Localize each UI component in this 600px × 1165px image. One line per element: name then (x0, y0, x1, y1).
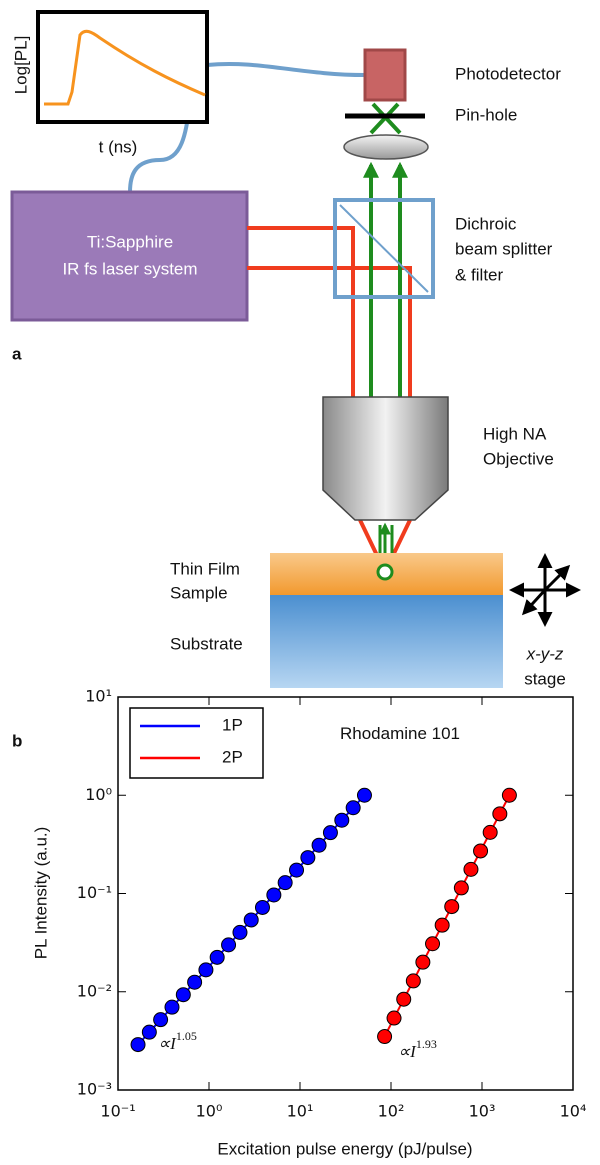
annotation-exponent: 1.05 (176, 1029, 197, 1043)
substrate (270, 595, 503, 688)
y-axis-title: PL Intensity (a.u.) (31, 827, 50, 960)
y-tick-label: 10¹ (85, 687, 112, 706)
data-point (290, 863, 304, 877)
page: Log[PL] t (ns) Ti:Sapphire IR fs laser s… (0, 0, 600, 1165)
data-point (301, 851, 315, 865)
data-point (435, 918, 449, 932)
focus-spot (378, 565, 392, 579)
data-point (210, 950, 224, 964)
data-point (176, 988, 190, 1002)
label: Pin-hole (455, 105, 517, 124)
data-point (222, 938, 236, 952)
data-point (323, 826, 337, 840)
excitation-beam (247, 228, 353, 397)
inset-ylabel: Log[PL] (11, 36, 30, 95)
annotation-text: ∝I (158, 1034, 177, 1053)
data-point (346, 801, 360, 815)
annotation-text: Rhodamine 101 (340, 724, 460, 743)
legend-label: 1P (222, 715, 243, 734)
x-tick-label: 10⁻¹ (100, 1102, 135, 1121)
data-point (199, 963, 213, 977)
annotation-text: ∝I (398, 1042, 417, 1061)
data-point (255, 900, 269, 914)
label: High NA (483, 424, 547, 443)
y-tick-label: 10⁻¹ (77, 883, 112, 902)
annotation-exponent: 1.93 (416, 1037, 437, 1051)
legend-box (130, 708, 263, 778)
data-point (312, 838, 326, 852)
data-point (464, 862, 478, 876)
figure: Log[PL] t (ns) Ti:Sapphire IR fs laser s… (0, 0, 600, 1165)
panel-label: b (12, 731, 22, 750)
data-point (502, 788, 516, 802)
data-point (493, 807, 507, 821)
annotation: ∝I1.05 (158, 1029, 197, 1053)
data-point (483, 825, 497, 839)
x-tick-label: 10² (378, 1102, 405, 1121)
photodetector (365, 50, 405, 100)
laser-label: IR fs laser system (62, 259, 197, 278)
annotation: Rhodamine 101 (340, 724, 460, 743)
data-point (165, 1000, 179, 1014)
label: Objective (483, 449, 554, 468)
label: Thin Film (170, 559, 240, 578)
label: & filter (455, 265, 504, 284)
data-point (131, 1038, 145, 1052)
label: beam splitter (455, 239, 553, 258)
x-tick-label: 10⁰ (196, 1102, 223, 1121)
data-point (454, 881, 468, 895)
label: stage (524, 669, 566, 688)
x-axis-title: Excitation pulse energy (pJ/pulse) (217, 1139, 472, 1158)
label: x-y-z (526, 644, 564, 663)
data-point (142, 1025, 156, 1039)
lens (344, 135, 428, 159)
data-point (233, 925, 247, 939)
label: Photodetector (455, 64, 561, 83)
label: Substrate (170, 634, 243, 653)
data-point (154, 1013, 168, 1027)
x-tick-label: 10¹ (287, 1102, 314, 1121)
x-tick-label: 10³ (469, 1102, 496, 1121)
annotation: ∝I1.93 (398, 1037, 437, 1061)
diagram: Log[PL] t (ns) Ti:Sapphire IR fs laser s… (11, 12, 578, 750)
data-point (387, 1011, 401, 1025)
inset-xlabel: t (ns) (99, 137, 138, 156)
data-point (244, 913, 258, 927)
data-point (426, 937, 440, 951)
data-point (335, 813, 349, 827)
y-tick-label: 10⁻² (77, 981, 112, 1000)
y-tick-label: 10⁰ (85, 785, 112, 804)
legend: 1P 2P (130, 708, 263, 778)
chart: Excitation pulse energy (pJ/pulse) PL In… (31, 687, 586, 1159)
panel-label: a (12, 344, 22, 363)
objective (323, 397, 448, 520)
cable (207, 64, 365, 75)
y-tick-label: 10⁻³ (77, 1080, 112, 1099)
x-tick-label: 10⁴ (560, 1102, 587, 1121)
stage-arrows (512, 556, 578, 624)
label: Sample (170, 583, 228, 602)
data-point (267, 888, 281, 902)
data-point (445, 900, 459, 914)
laser-box (12, 192, 247, 320)
data-point (357, 788, 371, 802)
data-point (406, 974, 420, 988)
laser-label: Ti:Sapphire (87, 232, 173, 251)
data-point (397, 992, 411, 1006)
data-point (416, 955, 430, 969)
excitation-beam (247, 268, 410, 397)
data-point (474, 844, 488, 858)
data-point (378, 1030, 392, 1044)
label: Dichroic (455, 214, 517, 233)
data-point (278, 876, 292, 890)
data-point (188, 975, 202, 989)
legend-label: 2P (222, 747, 243, 766)
